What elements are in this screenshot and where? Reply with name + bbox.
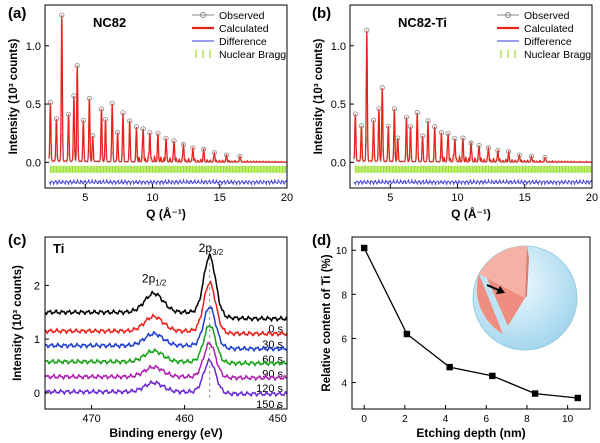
x-tick-label: 460 [175,413,193,425]
panel-letter: (b) [312,5,331,22]
peak-label-base: 2p [199,241,213,255]
x-axis-label: Etching depth (nm) [416,426,525,440]
y-axis-label: Intensity (10³ counts) [8,39,20,155]
diffraction-panel-1: 5 10 15 20 0.0 0.5 1.0 Q (Å⁻¹) Intensity (10³ co… [313,5,598,221]
panel-letter: (d) [312,232,331,249]
x-tick-label: 0 [361,414,367,425]
x-tick-label: 8 [524,414,530,425]
peak-label-sub: 1/2 [155,279,167,288]
y-tick-label: 8 [341,290,347,301]
y-tick-label: 0 [34,388,40,400]
x-tick-label: 2 [402,414,408,425]
x-tick-label: 15 [214,192,226,204]
ti-content-point [489,373,495,379]
legend-label: Nuclear Bragg [219,49,286,61]
legend-label: Observed [219,10,265,22]
y-tick-label: 1.0 [331,41,346,53]
x-tick-label: 15 [519,192,531,204]
ti-content-point [361,245,367,251]
xps-panel: 0 s30 s60 s90 s120 s150 s2p1/22p3/2470 46… [12,237,287,440]
difference-line [354,180,591,185]
y-tick-label: 1.0 [26,41,41,53]
legend-label: Nuclear Bragg [524,49,591,61]
x-axis-label: Q (Å⁻¹) [451,206,491,221]
panel-title: NC82-Ti [398,15,447,30]
x-axis-label: Q (Å⁻¹) [146,206,186,221]
x-tick-label: 20 [281,192,293,204]
x-tick-label: 10 [562,414,574,425]
peak-label: 2p1/2 [142,272,167,288]
x-tick-label: 4 [443,414,449,425]
panel-title: Ti [53,241,64,256]
x-tick-label: 470 [82,413,100,425]
y-tick-label: 10 [336,246,348,257]
y-tick-label: 4 [341,379,347,390]
y-tick-label: 0.0 [26,157,41,169]
peak-label-sub: 3/2 [212,248,224,257]
y-tick-label: 0.5 [26,99,41,111]
y-tick-label: 1 [34,334,40,346]
x-axis-label: Binding energy (eV) [109,426,222,440]
y-tick-label: 2 [34,280,40,292]
ti-content-point [532,390,538,396]
panel-title: NC82 [93,15,126,30]
panel-letter: (c) [8,232,26,249]
x-tick-label: 450 [269,413,287,425]
diffraction-panel-0: 5 10 15 20 0.0 0.5 1.0 Q (Å⁻¹) Intensity (10³ co… [8,5,293,221]
x-tick-label: 20 [586,192,598,204]
legend-label: Calculated [219,23,269,35]
y-axis-label: Relative content of Ti (%) [321,254,333,391]
x-tick-label: 10 [146,192,158,204]
y-tick-label: 0.0 [331,157,346,169]
difference-line [49,180,286,185]
peak-label: 2p3/2 [199,241,224,257]
x-tick-label: 10 [451,192,463,204]
panel-letter: (a) [8,5,26,22]
y-tick-label: 0.5 [331,99,346,111]
peak-label-base: 2p [142,272,156,286]
legend-label: Observed [524,10,570,22]
y-axis-label: Intensity (10³ counts) [12,265,24,381]
ti-content-point [404,331,410,337]
y-tick-label: 6 [341,334,347,345]
x-tick-label: 5 [387,192,393,204]
legend-label: Calculated [524,23,574,35]
legend-label: Difference [524,36,572,48]
figure: (a) (b)(c) (d)5 10 15 200.00.51.0Q (Å⁻¹)Inten… [0,0,600,443]
ti-content-panel: 0 2 4 6 8 10 4 6 8 10 Etching depth (nm) Relative c… [321,237,590,440]
y-axis-label: Intensity (10³ counts) [313,39,325,155]
ti-content-point [446,364,452,370]
x-tick-label: 6 [483,414,489,425]
legend-label: Difference [219,36,267,48]
x-tick-label: 5 [82,192,88,204]
ti-content-point [575,395,581,401]
xps-series-line [45,282,287,336]
